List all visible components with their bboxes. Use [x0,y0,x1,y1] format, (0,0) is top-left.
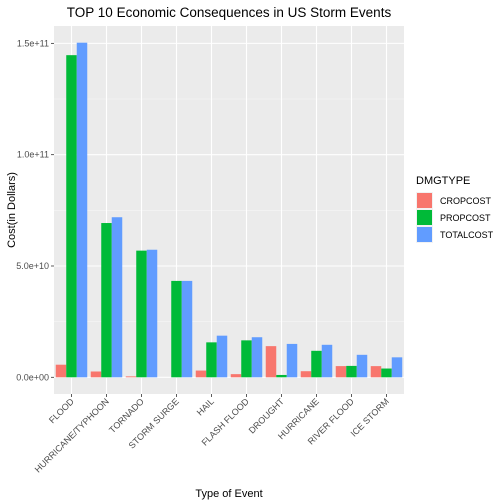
bar-totalcost [216,335,228,378]
bar-propcost [311,350,322,378]
bar-totalcost [181,280,193,378]
bar-propcost [346,365,357,378]
legend-title: DMGTYPE [416,175,470,187]
bar-totalcost [286,343,298,378]
bars [55,42,403,378]
legend: DMGTYPE CROPCOST PROPCOST TOTALCOST [416,175,494,243]
bar-cropcost [195,370,207,378]
bar-cropcost [90,371,102,378]
y-axis: 0.0e+00 5.0e+10 1.0e+11 1.5e+11 [16,38,54,382]
bar-totalcost [76,42,88,378]
bar-propcost [66,55,77,378]
bar-totalcost [391,357,403,378]
bar-propcost [381,368,392,378]
legend-swatch [417,210,432,225]
legend-label: CROPCOST [440,196,492,206]
bar-propcost [136,250,147,378]
bar-cropcost [335,366,347,378]
x-tick-label: HURRICANE/TYPHOON [33,396,111,474]
legend-label: PROPCOST [440,213,491,223]
x-tick-label: FLOOD [47,396,76,425]
x-tick-label: HAIL [195,396,216,417]
bar-cropcost [265,346,277,378]
y-tick-label: 5.0e+10 [16,261,49,271]
bar-propcost [101,223,112,378]
bar-totalcost [356,354,368,378]
bar-propcost [276,374,287,378]
bar-cropcost [300,371,312,378]
bar-totalcost [111,217,123,378]
bar-cropcost [125,376,137,378]
y-axis-title: Cost(in Dollars) [6,172,18,248]
bar-cropcost [370,366,382,378]
bar-propcost [206,342,217,378]
y-tick-label: 1.5e+11 [17,38,49,48]
bar-totalcost [321,344,333,378]
bar-cropcost [55,364,67,378]
bar-propcost [171,280,182,378]
y-tick-label: 1.0e+11 [17,150,49,160]
legend-label: TOTALCOST [440,230,494,240]
y-tick-label: 0.0e+00 [16,372,49,382]
chart-title: TOP 10 Economic Consequences in US Storm… [67,5,392,20]
bar-totalcost [251,337,263,378]
legend-swatch [417,193,432,208]
bar-cropcost [230,374,242,378]
legend-swatch [417,227,432,242]
bar-propcost [241,340,252,378]
bar-totalcost [146,249,158,378]
x-axis-title: Type of Event [195,488,262,500]
